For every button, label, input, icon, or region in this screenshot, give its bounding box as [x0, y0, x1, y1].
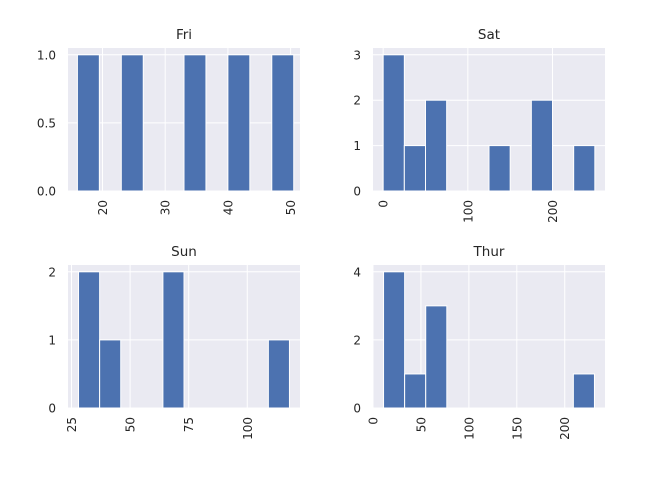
x-tick-label-sun-1: 50 [124, 417, 138, 432]
x-tick-label-thur-4: 200 [558, 417, 572, 440]
bar-fri-2 [183, 54, 207, 192]
y-tick-label-thur-1: 2 [353, 333, 361, 347]
bar-fri-3 [227, 54, 251, 192]
y-tick-label-sun-2: 2 [48, 265, 56, 279]
subplot-thur: Thur 0 2 4 0 50 100 150 200 [353, 244, 605, 440]
y-tick-label-sat-1: 1 [353, 139, 361, 153]
y-tick-label-sat-0: 0 [353, 185, 361, 199]
subplot-sat: Sat 0 1 2 3 0 100 200 [353, 27, 605, 223]
bar-fri-4 [271, 54, 295, 192]
bar-sun-0 [78, 271, 101, 409]
bar-thur-1 [404, 373, 427, 409]
x-tick-label-sun-3: 100 [241, 417, 255, 440]
bar-sat-2 [424, 99, 448, 192]
x-tick-label-fri-1: 30 [159, 200, 173, 215]
x-tick-label-thur-0: 0 [367, 417, 381, 425]
y-tick-label-thur-0: 0 [353, 402, 361, 416]
subplot-title-thur: Thur [473, 244, 505, 260]
subplot-title-sat: Sat [478, 27, 500, 43]
x-tick-label-fri-3: 50 [284, 200, 298, 215]
y-tick-label-fri-1: 0.5 [37, 116, 56, 130]
bar-sun-9 [267, 339, 290, 409]
bar-sat-5 [488, 145, 511, 192]
y-tick-label-fri-2: 1.0 [37, 48, 56, 62]
bar-thur-9 [572, 373, 595, 409]
x-tick-label-thur-3: 150 [510, 417, 524, 440]
subplot-title-sun: Sun [171, 244, 197, 260]
x-tick-label-sun-0: 25 [65, 417, 79, 432]
x-tick-label-sat-0: 0 [377, 200, 391, 208]
bar-fri-0 [76, 54, 100, 192]
y-tick-label-sun-0: 0 [48, 402, 56, 416]
y-tick-label-fri-0: 0.0 [37, 185, 56, 199]
y-tick-label-thur-2: 4 [353, 265, 361, 279]
x-tick-label-thur-1: 50 [414, 417, 428, 432]
subplot-sun: Sun 0 1 2 25 50 75 100 [48, 244, 300, 440]
bar-fri-1 [120, 54, 144, 192]
x-tick-label-sat-2: 200 [546, 200, 560, 223]
x-tick-label-sat-1: 100 [461, 200, 475, 223]
bar-sat-0 [382, 54, 405, 192]
bar-sat-7 [530, 99, 554, 192]
y-tick-label-sat-3: 3 [353, 48, 361, 62]
y-tick-label-sun-1: 1 [48, 333, 56, 347]
subplot-fri: Fri 0.0 0.5 1.0 20 30 40 50 [37, 27, 300, 215]
bar-sun-4 [162, 271, 185, 409]
x-tick-label-sun-2: 75 [182, 417, 196, 432]
x-tick-label-fri-0: 20 [96, 200, 110, 215]
bar-sat-9 [573, 145, 596, 192]
bar-thur-2 [425, 305, 448, 409]
y-tick-label-sat-2: 2 [353, 94, 361, 108]
bar-thur-0 [383, 271, 406, 409]
x-tick-label-fri-2: 40 [221, 200, 235, 215]
bar-sat-1 [403, 145, 426, 192]
x-tick-label-thur-2: 100 [462, 417, 476, 440]
subplot-title-fri: Fri [176, 27, 192, 43]
bar-sun-1 [99, 339, 122, 409]
